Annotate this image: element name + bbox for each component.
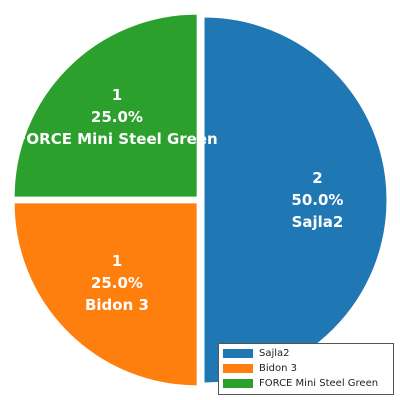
slice-label-bidon-3: 1 25.0% Bidon 3 xyxy=(85,252,149,314)
legend-swatch-force-mini-steel-green xyxy=(223,379,253,388)
legend-label-bidon-3: Bidon 3 xyxy=(259,363,297,374)
legend-swatch-bidon-3 xyxy=(223,364,253,373)
legend-label-sajla2: Sajla2 xyxy=(259,348,290,359)
slice-label-sajla2: 2 50.0% Sajla2 xyxy=(291,169,343,231)
slice-label-force-mini-steel-green: 1 25.0% FORCE Mini Steel Green xyxy=(16,86,218,148)
pie-slice-force-mini-steel-green xyxy=(13,13,198,198)
legend-item-sajla2: Sajla2 xyxy=(223,346,389,361)
legend-swatch-sajla2 xyxy=(223,349,253,358)
chart-legend: Sajla2 Bidon 3 FORCE Mini Steel Green xyxy=(218,343,394,395)
legend-item-force-mini-steel-green: FORCE Mini Steel Green xyxy=(223,376,389,391)
legend-label-force-mini-steel-green: FORCE Mini Steel Green xyxy=(259,378,379,389)
legend-item-bidon-3: Bidon 3 xyxy=(223,361,389,376)
pie-slice-bidon-3 xyxy=(13,202,198,387)
